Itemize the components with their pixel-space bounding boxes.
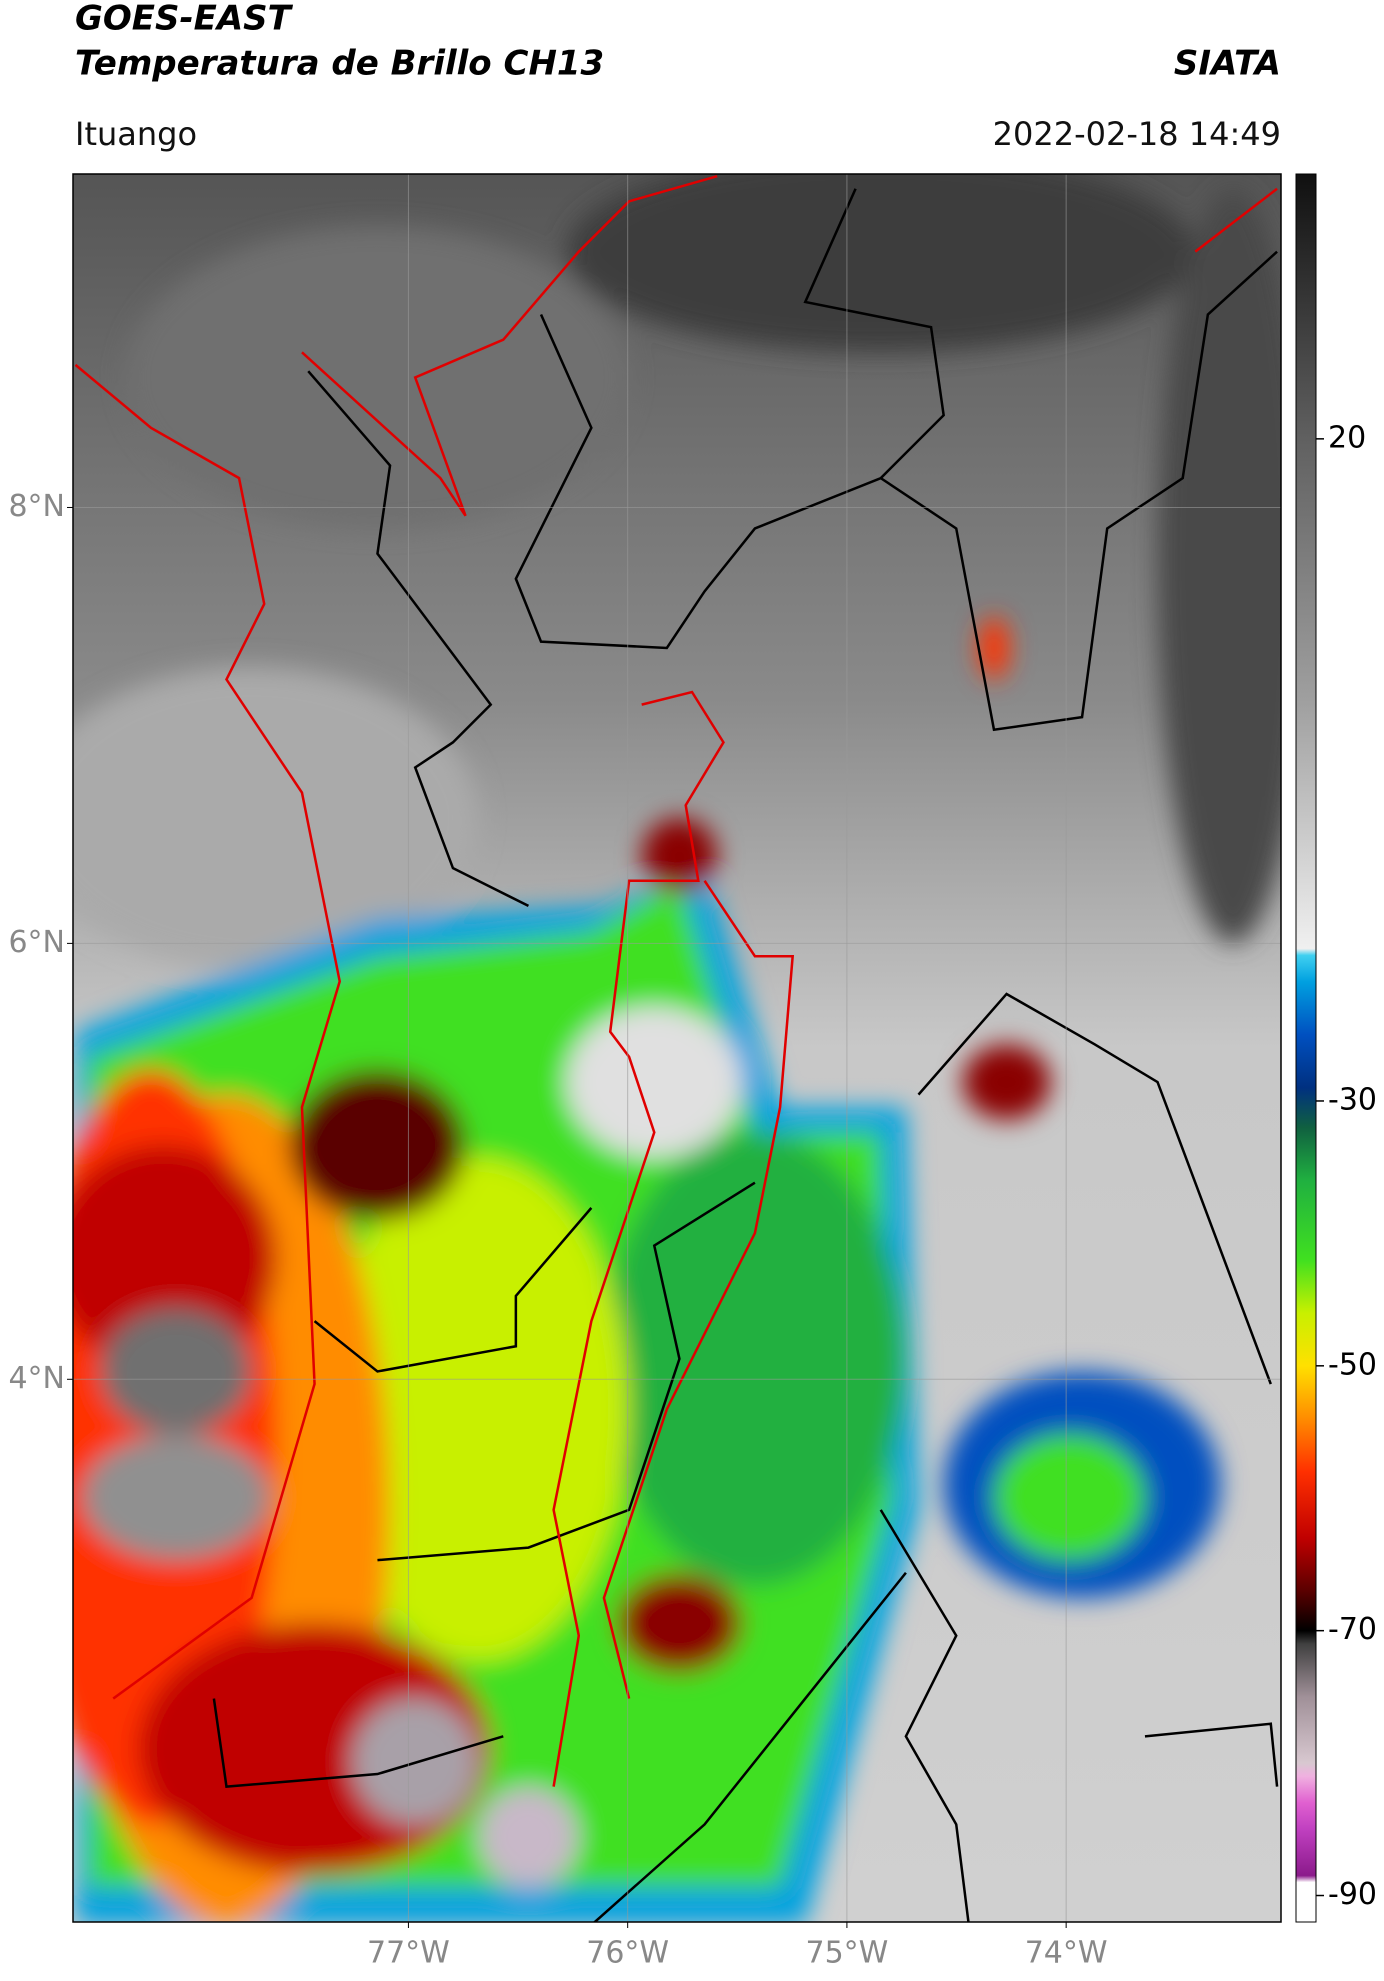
colorbar-tick-label: -50 <box>1328 1347 1377 1382</box>
location: Ituango <box>75 115 197 153</box>
colorbar-tick-label: 20 <box>1328 420 1366 455</box>
x-tick-label: 75°W <box>805 1936 888 1971</box>
source: SIATA <box>1174 44 1281 84</box>
grid <box>73 174 1281 1922</box>
colorbar-tick-label: -90 <box>1328 1877 1377 1912</box>
y-tick-label: 4°N <box>8 1361 65 1396</box>
y-tick-label: 6°N <box>8 925 65 960</box>
subtitle: Temperatura de Brillo CH13 <box>75 44 604 84</box>
x-tick-label: 76°W <box>586 1936 669 1971</box>
datetime: 2022-02-18 14:49 <box>993 115 1281 153</box>
y-tick-label: 8°N <box>8 489 65 524</box>
x-tick-label: 77°W <box>367 1936 450 1971</box>
satellite-image <box>73 174 1281 1922</box>
x-tick-label: 74°W <box>1025 1936 1108 1971</box>
colorbar-tick-label: -70 <box>1328 1612 1377 1647</box>
title: GOES-EAST <box>75 0 294 39</box>
map-frame <box>72 173 1282 1923</box>
colorbar-tick-label: -30 <box>1328 1082 1377 1117</box>
colorbar <box>1295 173 1317 1923</box>
